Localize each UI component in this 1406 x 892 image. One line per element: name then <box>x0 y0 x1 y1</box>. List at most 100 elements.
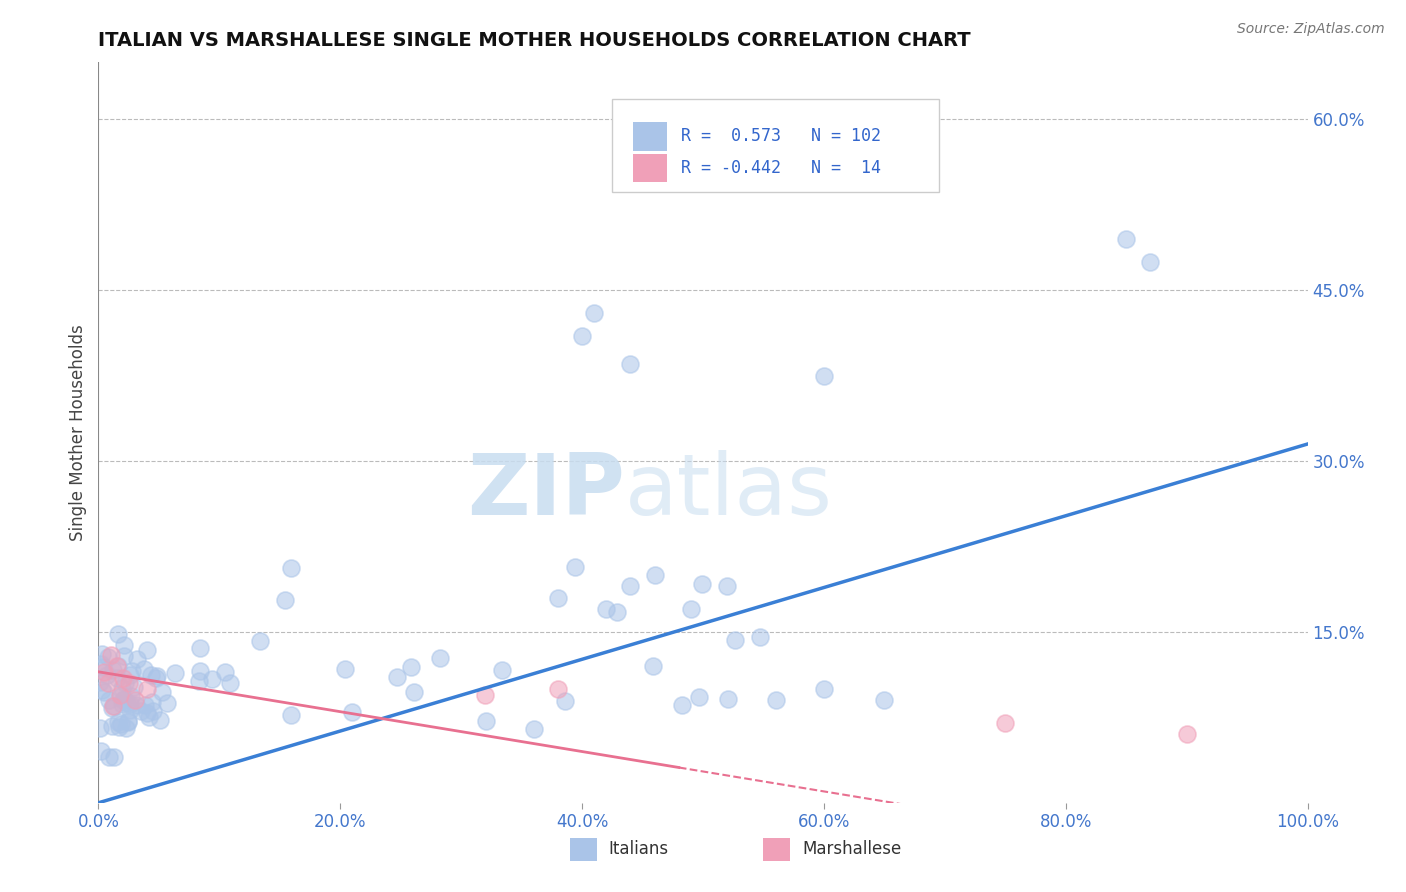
Point <box>564 560 586 574</box>
Point <box>136 643 159 657</box>
Point <box>606 605 628 619</box>
Point <box>89 721 111 735</box>
Point <box>571 328 593 343</box>
Point <box>96 668 118 682</box>
Point <box>214 665 236 679</box>
Point <box>101 698 124 713</box>
Point <box>994 716 1017 731</box>
Point <box>135 706 157 721</box>
Text: ZIP: ZIP <box>467 450 624 533</box>
Point <box>138 710 160 724</box>
Point <box>115 722 138 736</box>
Point <box>619 579 641 593</box>
Point <box>105 659 128 673</box>
Point <box>187 674 209 689</box>
Point <box>134 698 156 712</box>
Point <box>91 660 114 674</box>
Point <box>112 691 135 706</box>
Point <box>340 706 363 720</box>
Point <box>124 680 146 694</box>
Point <box>188 640 211 655</box>
Point <box>145 671 167 685</box>
Point <box>249 634 271 648</box>
Text: atlas: atlas <box>624 450 832 533</box>
Point <box>97 650 120 665</box>
Text: Source: ZipAtlas.com: Source: ZipAtlas.com <box>1237 22 1385 37</box>
Bar <box>763 838 790 861</box>
Point <box>105 671 128 685</box>
Point <box>111 693 134 707</box>
Point <box>103 750 125 764</box>
Point <box>149 714 172 728</box>
Point <box>117 714 139 728</box>
Point <box>118 703 141 717</box>
Point <box>583 306 606 320</box>
Point <box>765 693 787 707</box>
Point <box>112 638 135 652</box>
Point <box>107 627 129 641</box>
Point <box>100 648 122 662</box>
Point <box>219 675 242 690</box>
Point <box>111 697 134 711</box>
Point <box>121 664 143 678</box>
Point <box>474 688 496 702</box>
Point <box>101 701 124 715</box>
Point <box>523 722 546 736</box>
Point <box>118 697 141 711</box>
Point <box>688 690 710 704</box>
Point <box>619 357 641 371</box>
Point <box>280 561 302 575</box>
Bar <box>633 154 666 182</box>
Text: R =  0.573   N = 102: R = 0.573 N = 102 <box>682 128 882 145</box>
Point <box>274 593 297 607</box>
Point <box>125 698 148 712</box>
Point <box>100 719 122 733</box>
Point <box>641 658 664 673</box>
Point <box>813 681 835 696</box>
Point <box>97 676 120 690</box>
Point <box>716 579 738 593</box>
Point <box>724 632 747 647</box>
Point <box>90 657 112 672</box>
Point <box>146 669 169 683</box>
Point <box>101 663 124 677</box>
Y-axis label: Single Mother Households: Single Mother Households <box>69 325 87 541</box>
Point <box>1139 254 1161 268</box>
Point <box>135 681 157 696</box>
Point <box>554 694 576 708</box>
Point <box>110 716 132 731</box>
Point <box>118 676 141 690</box>
Point <box>107 720 129 734</box>
Point <box>132 662 155 676</box>
Point <box>429 651 451 665</box>
Point <box>90 744 112 758</box>
Point <box>97 750 120 764</box>
Point <box>114 676 136 690</box>
Point <box>402 685 425 699</box>
Point <box>399 660 422 674</box>
Point <box>385 670 408 684</box>
Point <box>1175 727 1198 741</box>
Point <box>129 704 152 718</box>
Point <box>93 665 115 679</box>
Point <box>152 684 174 698</box>
Point <box>118 668 141 682</box>
Point <box>547 591 569 605</box>
Point <box>111 671 134 685</box>
Point <box>1115 232 1137 246</box>
Point <box>813 368 835 383</box>
Point <box>112 648 135 663</box>
Point <box>107 659 129 673</box>
Point <box>110 690 132 704</box>
Point <box>115 697 138 711</box>
Point <box>595 602 617 616</box>
Text: ITALIAN VS MARSHALLESE SINGLE MOTHER HOUSEHOLDS CORRELATION CHART: ITALIAN VS MARSHALLESE SINGLE MOTHER HOU… <box>98 30 972 50</box>
Point <box>644 568 666 582</box>
Point <box>141 695 163 709</box>
Point <box>139 668 162 682</box>
Bar <box>633 122 666 151</box>
Point <box>93 685 115 699</box>
Point <box>671 698 693 713</box>
Point <box>491 663 513 677</box>
Text: Italians: Italians <box>609 840 669 858</box>
